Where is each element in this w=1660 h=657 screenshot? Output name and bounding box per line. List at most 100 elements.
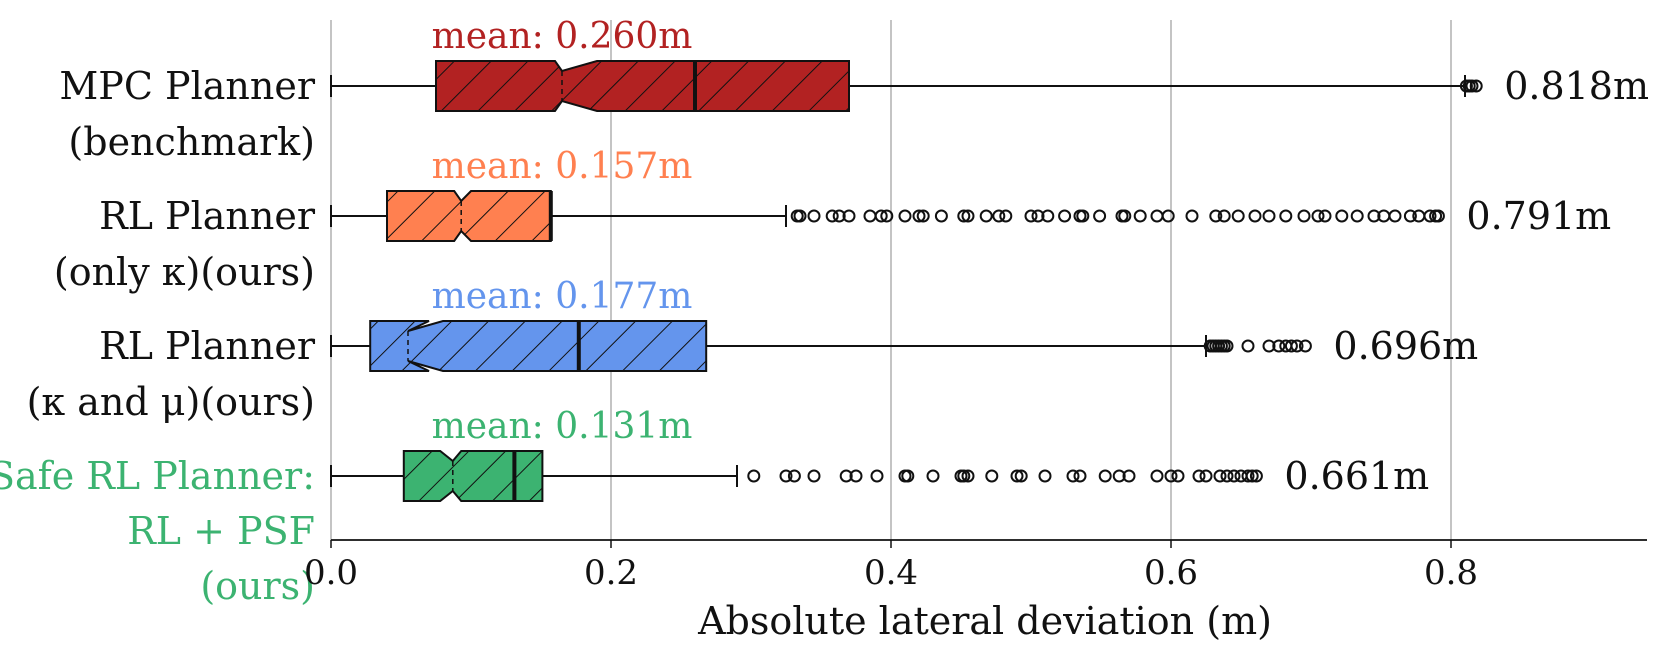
outlier-point	[1465, 79, 1479, 93]
outlier-point	[1213, 469, 1227, 483]
x-tick-label: 0.2	[584, 553, 638, 593]
outlier-point	[957, 469, 971, 483]
y-category-label: RL Planner	[99, 194, 316, 238]
outlier-point	[1241, 339, 1255, 353]
outlier-point	[1150, 209, 1164, 223]
y-category-label: (κ and μ)(ours)	[27, 380, 315, 424]
outlier-point	[1279, 209, 1293, 223]
box-outline	[386, 190, 552, 242]
outlier-point	[1241, 469, 1255, 483]
outlier-point	[863, 209, 877, 223]
outlier-point	[839, 469, 853, 483]
y-category-label: RL Planner	[99, 324, 316, 368]
max-value-label: 0.661m	[1284, 454, 1429, 498]
outlier-point	[779, 469, 793, 483]
outlier-point	[916, 209, 930, 223]
outlier-point	[1066, 469, 1080, 483]
outlier-point	[807, 469, 821, 483]
outlier-point	[957, 209, 971, 223]
outlier-point	[1058, 209, 1072, 223]
outlier-point	[1350, 209, 1364, 223]
outlier-point	[1290, 339, 1304, 353]
box-outline	[435, 60, 850, 112]
outlier-point	[1245, 469, 1259, 483]
outlier-point	[1217, 209, 1231, 223]
outlier-point	[1122, 469, 1136, 483]
outlier-point	[1248, 209, 1262, 223]
outlier-point	[1220, 469, 1234, 483]
outlier-point	[1272, 339, 1286, 353]
outlier-point	[1010, 469, 1024, 483]
outlier-point	[1431, 209, 1445, 223]
outlier-point	[1098, 469, 1112, 483]
outlier-point	[842, 209, 856, 223]
outlier-point	[1298, 339, 1312, 353]
outlier-point	[1038, 469, 1052, 483]
max-value-label: 0.696m	[1333, 324, 1478, 368]
outlier-point	[1171, 469, 1185, 483]
outlier-point	[1133, 209, 1147, 223]
outlier-point	[934, 209, 948, 223]
box-series: 0.661m mean: 0.131m Safe RL Planner: RL + P…	[0, 406, 1429, 608]
outlier-point	[1249, 469, 1263, 483]
x-tick-label: 0.6	[1144, 553, 1198, 593]
outlier-point	[1024, 209, 1038, 223]
outlier-point	[979, 209, 993, 223]
outlier-point	[1199, 469, 1213, 483]
mean-label: mean: 0.260m	[432, 16, 693, 57]
outlier-point	[1227, 469, 1241, 483]
outlier-point	[870, 469, 884, 483]
outlier-point	[1262, 209, 1276, 223]
box-group: 0.818m mean: 0.260m MPC Planner (benchmark)…	[0, 16, 1649, 608]
outlier-point	[880, 209, 894, 223]
y-category-label: (only κ)(ours)	[54, 250, 315, 294]
outlier-point	[1014, 469, 1028, 483]
x-axis-title: Absolute lateral deviation (m)	[697, 599, 1272, 643]
box-outline	[402, 450, 544, 502]
outlier-point	[1311, 209, 1325, 223]
outlier-point	[985, 469, 999, 483]
outlier-point	[1093, 209, 1107, 223]
outlier-point	[832, 209, 846, 223]
outlier-point	[1041, 209, 1055, 223]
outlier-point	[1118, 209, 1132, 223]
outlier-point	[1161, 209, 1175, 223]
outlier-point	[1209, 209, 1223, 223]
x-tick-label: 0.0	[304, 553, 358, 593]
outlier-point	[787, 469, 801, 483]
outlier-point	[1318, 209, 1332, 223]
outlier-point	[992, 209, 1006, 223]
outlier-point	[1284, 339, 1298, 353]
outlier-point	[898, 209, 912, 223]
y-category-label: MPC Planner	[59, 64, 315, 108]
max-value-label: 0.818m	[1504, 64, 1649, 108]
outlier-point	[825, 209, 839, 223]
box-series: 0.791m mean: 0.157m RL Planner (only κ)(our…	[54, 146, 1611, 294]
y-category-label: (benchmark)	[68, 120, 315, 164]
box-series: 0.818m mean: 0.260m MPC Planner (benchmark)	[59, 16, 1649, 164]
outlier-point	[1335, 209, 1349, 223]
y-category-label: (ours)	[200, 564, 315, 608]
outlier-point	[793, 209, 807, 223]
x-axis: 0.0 0.2 0.4 0.6 0.8	[304, 539, 1647, 593]
outlier-point	[1185, 209, 1199, 223]
outlier-point	[1192, 469, 1206, 483]
y-category-label: Safe RL Planner:	[0, 454, 315, 498]
outlier-point	[1073, 469, 1087, 483]
outlier-point	[1262, 339, 1276, 353]
outlier-point	[961, 469, 975, 483]
outlier-point	[1388, 209, 1402, 223]
mean-label: mean: 0.177m	[432, 276, 693, 317]
outlier-point	[807, 209, 821, 223]
outlier-point	[1112, 469, 1126, 483]
box-outline	[369, 320, 708, 372]
outlier-point	[1150, 469, 1164, 483]
outlier-point	[1297, 209, 1311, 223]
mean-label: mean: 0.131m	[432, 406, 693, 447]
outlier-point	[874, 209, 888, 223]
outlier-point	[849, 469, 863, 483]
outlier-point	[926, 469, 940, 483]
outlier-point	[1076, 209, 1090, 223]
outlier-point	[1164, 469, 1178, 483]
